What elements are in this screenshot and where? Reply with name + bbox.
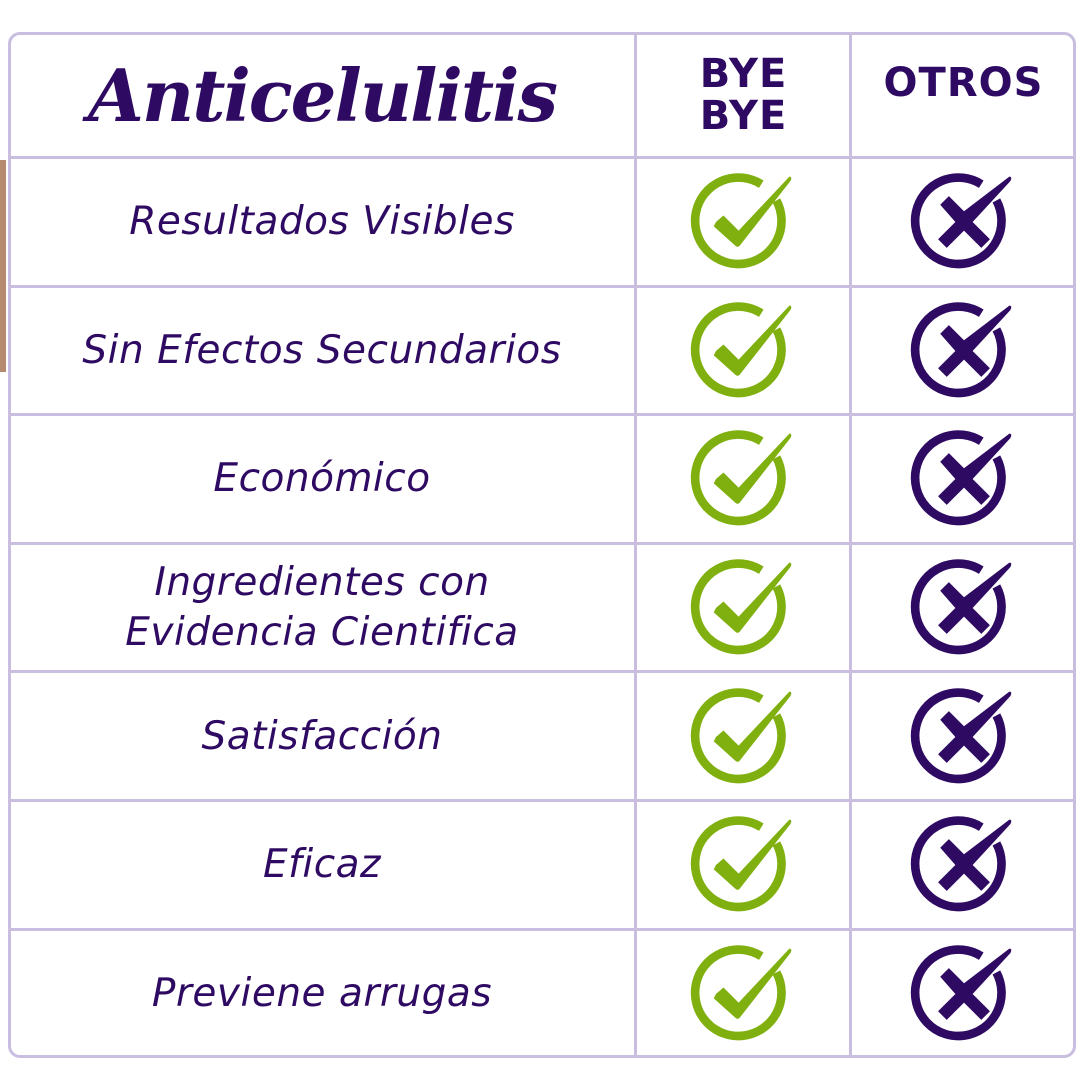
feature-label: Ingredientes con Evidencia Cientifica: [125, 560, 519, 656]
comparison-table: Anticelulitis BYE BYE OTROS Resultados V…: [8, 32, 1076, 1058]
others-cell: [851, 287, 1076, 416]
others-cell: [851, 158, 1076, 287]
brand-cell: [636, 672, 851, 801]
table-row: Satisfacción: [8, 672, 1076, 801]
check-icon: [690, 302, 791, 398]
cross-icon: [910, 688, 1011, 783]
cross-icon: [910, 173, 1011, 269]
column-header-others: OTROS: [883, 60, 1044, 106]
check-icon: [690, 945, 791, 1041]
table-header: Anticelulitis BYE BYE OTROS: [8, 32, 1076, 158]
brand-cell: [636, 158, 851, 287]
row-divider: [8, 284, 1076, 288]
check-icon: [690, 688, 791, 783]
cross-icon: [910, 430, 1011, 526]
feature-label: Resultados Visibles: [129, 199, 515, 245]
brand-cell: [636, 930, 851, 1059]
brand-cell: [636, 415, 851, 544]
background-image-edge: [0, 160, 6, 372]
others-cell: [851, 930, 1076, 1059]
row-divider: [8, 670, 1076, 674]
table-border: [8, 32, 1076, 1058]
others-cell: [851, 415, 1076, 544]
brand-cell: [636, 801, 851, 930]
check-icon: [690, 430, 791, 526]
row-divider: [8, 927, 1076, 931]
feature-label: Económico: [213, 456, 431, 502]
row-divider: [8, 413, 1076, 417]
row-divider: [8, 799, 1076, 802]
brand-cell: [636, 544, 851, 673]
column-header-brand: BYE BYE: [636, 32, 851, 158]
cross-icon: [910, 559, 1011, 655]
others-cell: [851, 544, 1076, 673]
column-divider: [634, 32, 637, 1058]
table-row: Sin Efectos Secundarios: [8, 287, 1076, 416]
table-row: Ingredientes con Evidencia Cientifica: [8, 544, 1076, 673]
brand-line-2: BYE: [699, 93, 788, 139]
cross-icon: [910, 816, 1011, 912]
cross-icon: [910, 945, 1011, 1041]
column-divider: [849, 32, 852, 1058]
row-divider: [8, 541, 1076, 545]
feature-label: Previene arrugas: [151, 970, 493, 1016]
feature-label: Sin Efectos Secundarios: [82, 327, 562, 373]
table-row: Previene arrugas: [8, 930, 1076, 1059]
table-row: Económico: [8, 415, 1076, 544]
brand-line-1: BYE: [699, 51, 788, 97]
check-icon: [690, 816, 791, 912]
cross-icon: [910, 302, 1011, 398]
feature-label: Satisfacción: [201, 713, 443, 759]
feature-label: Eficaz: [262, 842, 382, 888]
check-icon: [690, 173, 791, 269]
table-row: Eficaz: [8, 801, 1076, 930]
check-icon: [690, 559, 791, 655]
row-divider: [8, 156, 1076, 159]
table-title: Anticelulitis: [87, 52, 558, 138]
others-cell: [851, 801, 1076, 930]
others-cell: [851, 672, 1076, 801]
table-row: Resultados Visibles: [8, 158, 1076, 287]
brand-cell: [636, 287, 851, 416]
